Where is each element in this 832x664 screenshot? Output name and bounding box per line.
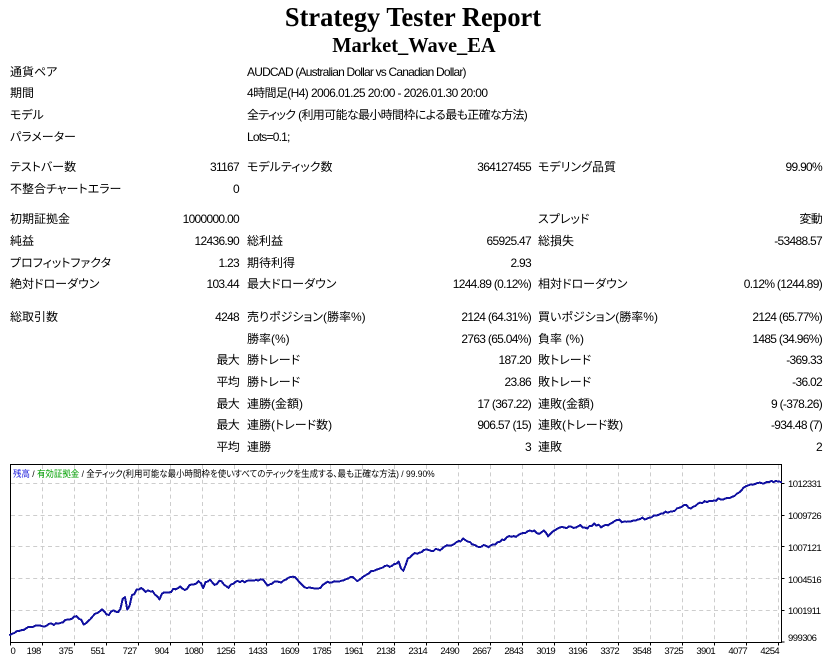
svg-text:2843: 2843 — [504, 646, 523, 657]
svg-text:1609: 1609 — [280, 646, 299, 657]
svg-text:1785: 1785 — [312, 646, 331, 657]
svg-text:375: 375 — [59, 646, 73, 657]
svg-text:2314: 2314 — [408, 646, 427, 657]
svg-text:1433: 1433 — [248, 646, 267, 657]
svg-text:1080: 1080 — [184, 646, 203, 657]
svg-text:1007121: 1007121 — [788, 543, 821, 554]
svg-text:3548: 3548 — [632, 646, 651, 657]
svg-text:1001911: 1001911 — [788, 606, 821, 617]
svg-text:4077: 4077 — [728, 646, 747, 657]
svg-text:0: 0 — [11, 646, 16, 657]
svg-text:2490: 2490 — [440, 646, 459, 657]
svg-text:2667: 2667 — [472, 646, 491, 657]
svg-text:2138: 2138 — [376, 646, 395, 657]
svg-text:904: 904 — [155, 646, 169, 657]
svg-text:3372: 3372 — [600, 646, 619, 657]
svg-text:1961: 1961 — [344, 646, 363, 657]
svg-text:4254: 4254 — [760, 646, 779, 657]
svg-text:3196: 3196 — [568, 646, 587, 657]
svg-text:198: 198 — [27, 646, 41, 657]
svg-text:1009726: 1009726 — [788, 511, 821, 522]
svg-text:1004516: 1004516 — [788, 575, 821, 586]
svg-text:999306: 999306 — [788, 633, 817, 644]
svg-text:727: 727 — [123, 646, 137, 657]
svg-text:3901: 3901 — [696, 646, 715, 657]
svg-text:3725: 3725 — [664, 646, 683, 657]
svg-text:1012331: 1012331 — [788, 479, 821, 490]
svg-text:3019: 3019 — [536, 646, 555, 657]
svg-text:551: 551 — [91, 646, 105, 657]
svg-text:1256: 1256 — [216, 646, 235, 657]
